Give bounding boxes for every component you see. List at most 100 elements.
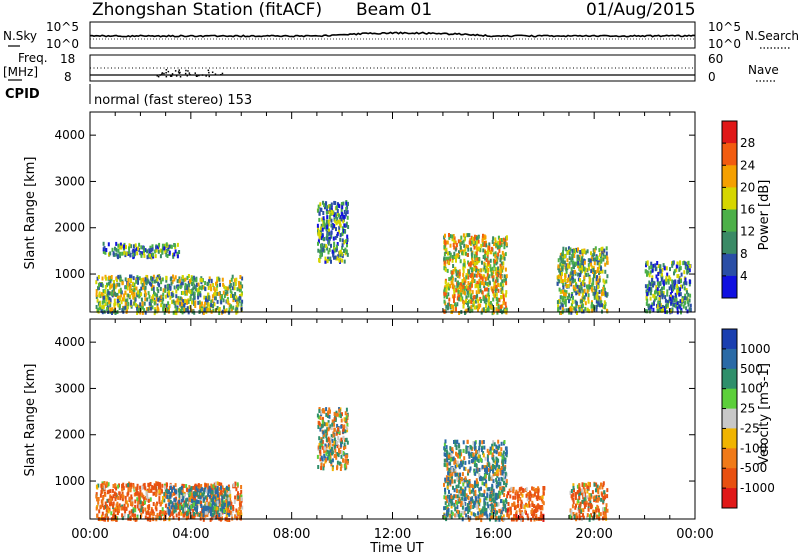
echo-cell: [484, 309, 487, 313]
echo-cell: [487, 467, 490, 472]
echo-cell: [192, 280, 195, 285]
echo-cell: [465, 287, 468, 292]
echo-cell: [121, 497, 124, 502]
echo-cell: [140, 292, 143, 297]
echo-cell: [582, 289, 585, 294]
echo-cell: [237, 297, 240, 302]
echo-cell: [454, 442, 457, 447]
echo-cell: [587, 272, 590, 277]
echo-cell: [488, 245, 491, 250]
echo-cell: [557, 304, 560, 309]
echo-cell: [593, 295, 596, 300]
echo-cell: [325, 244, 328, 249]
echo-cell: [465, 295, 468, 300]
echo-cell: [210, 483, 213, 488]
echo-cell: [581, 265, 584, 270]
echo-cell: [318, 211, 321, 216]
echo-cell: [328, 440, 331, 445]
echo-cell: [470, 274, 473, 278]
echo-cell: [583, 258, 585, 263]
echo-cell: [228, 509, 231, 514]
echo-cell: [558, 299, 561, 304]
echo-cell: [474, 480, 476, 485]
echo-cell: [100, 307, 103, 312]
echo-cell: [665, 275, 668, 280]
echo-cell: [133, 244, 135, 249]
echo-cell: [486, 487, 489, 492]
echo-cell: [182, 290, 184, 295]
echo-cell: [133, 286, 136, 290]
echo-cell: [142, 509, 144, 514]
echo-cell: [140, 514, 142, 519]
noise-trace: [89, 31, 696, 40]
echo-cell: [576, 311, 578, 315]
echo-cell: [458, 444, 461, 449]
echo-cell: [112, 507, 115, 512]
echo-cell: [213, 502, 216, 507]
echo-cell: [340, 437, 343, 442]
echo-cell: [100, 283, 103, 287]
echo-cell: [661, 293, 664, 298]
echo-cell: [487, 461, 490, 466]
echo-cell: [179, 301, 182, 306]
echo-cell: [100, 292, 103, 297]
echo-cell: [187, 288, 190, 293]
echo-cell: [320, 462, 323, 467]
echo-cell: [212, 308, 215, 313]
echo-cell: [516, 491, 519, 496]
y-tick-label: 3000: [54, 174, 85, 188]
echo-cell: [103, 246, 106, 251]
echo-cell: [207, 286, 210, 290]
echo-cell: [472, 276, 475, 280]
echo-cell: [522, 503, 525, 508]
echo-cell: [465, 513, 468, 518]
echo-cell: [601, 250, 604, 255]
echo-cell: [223, 488, 226, 492]
echo-cell: [178, 298, 181, 303]
echo-cell: [127, 487, 130, 492]
echo-cell: [136, 485, 139, 490]
echo-cell: [443, 495, 446, 500]
echo-cell: [227, 487, 230, 491]
echo-cell: [465, 308, 468, 313]
echo-cell: [596, 269, 599, 273]
echo-cell: [455, 499, 457, 504]
echo-cell: [484, 256, 487, 261]
echo-cell: [336, 242, 339, 246]
echo-cell: [329, 204, 332, 209]
echo-cell: [561, 298, 564, 303]
echo-cell: [679, 287, 682, 292]
echo-cell: [344, 247, 347, 252]
echo-cell: [443, 515, 446, 520]
echo-cell: [598, 265, 601, 270]
echo-cell: [106, 506, 109, 511]
echo-cell: [495, 287, 498, 291]
echo-cell: [180, 485, 183, 490]
echo-cell: [679, 284, 682, 289]
echo-cell: [489, 506, 491, 511]
echo-cell: [460, 513, 463, 518]
echo-cell: [493, 263, 496, 268]
echo-cell: [145, 281, 148, 286]
echo-cell: [131, 501, 134, 506]
echo-cell: [216, 496, 219, 501]
echo-cell: [128, 250, 131, 255]
echo-cell: [490, 271, 493, 276]
echo-cell: [143, 253, 146, 258]
echo-cell: [489, 494, 492, 499]
echo-cell: [477, 494, 480, 499]
echo-cell: [321, 439, 324, 444]
echo-cell: [653, 297, 656, 302]
echo-cell: [107, 482, 110, 487]
echo-cell: [474, 256, 477, 261]
echo-cell: [492, 458, 495, 463]
nave-dot: [165, 75, 168, 78]
echo-cell: [149, 482, 152, 486]
echo-cell: [214, 490, 217, 495]
echo-cell: [148, 486, 151, 491]
echo-cell: [470, 445, 473, 450]
echo-cell: [131, 250, 134, 255]
echo-cell: [535, 495, 538, 500]
echo-cell: [95, 484, 98, 489]
